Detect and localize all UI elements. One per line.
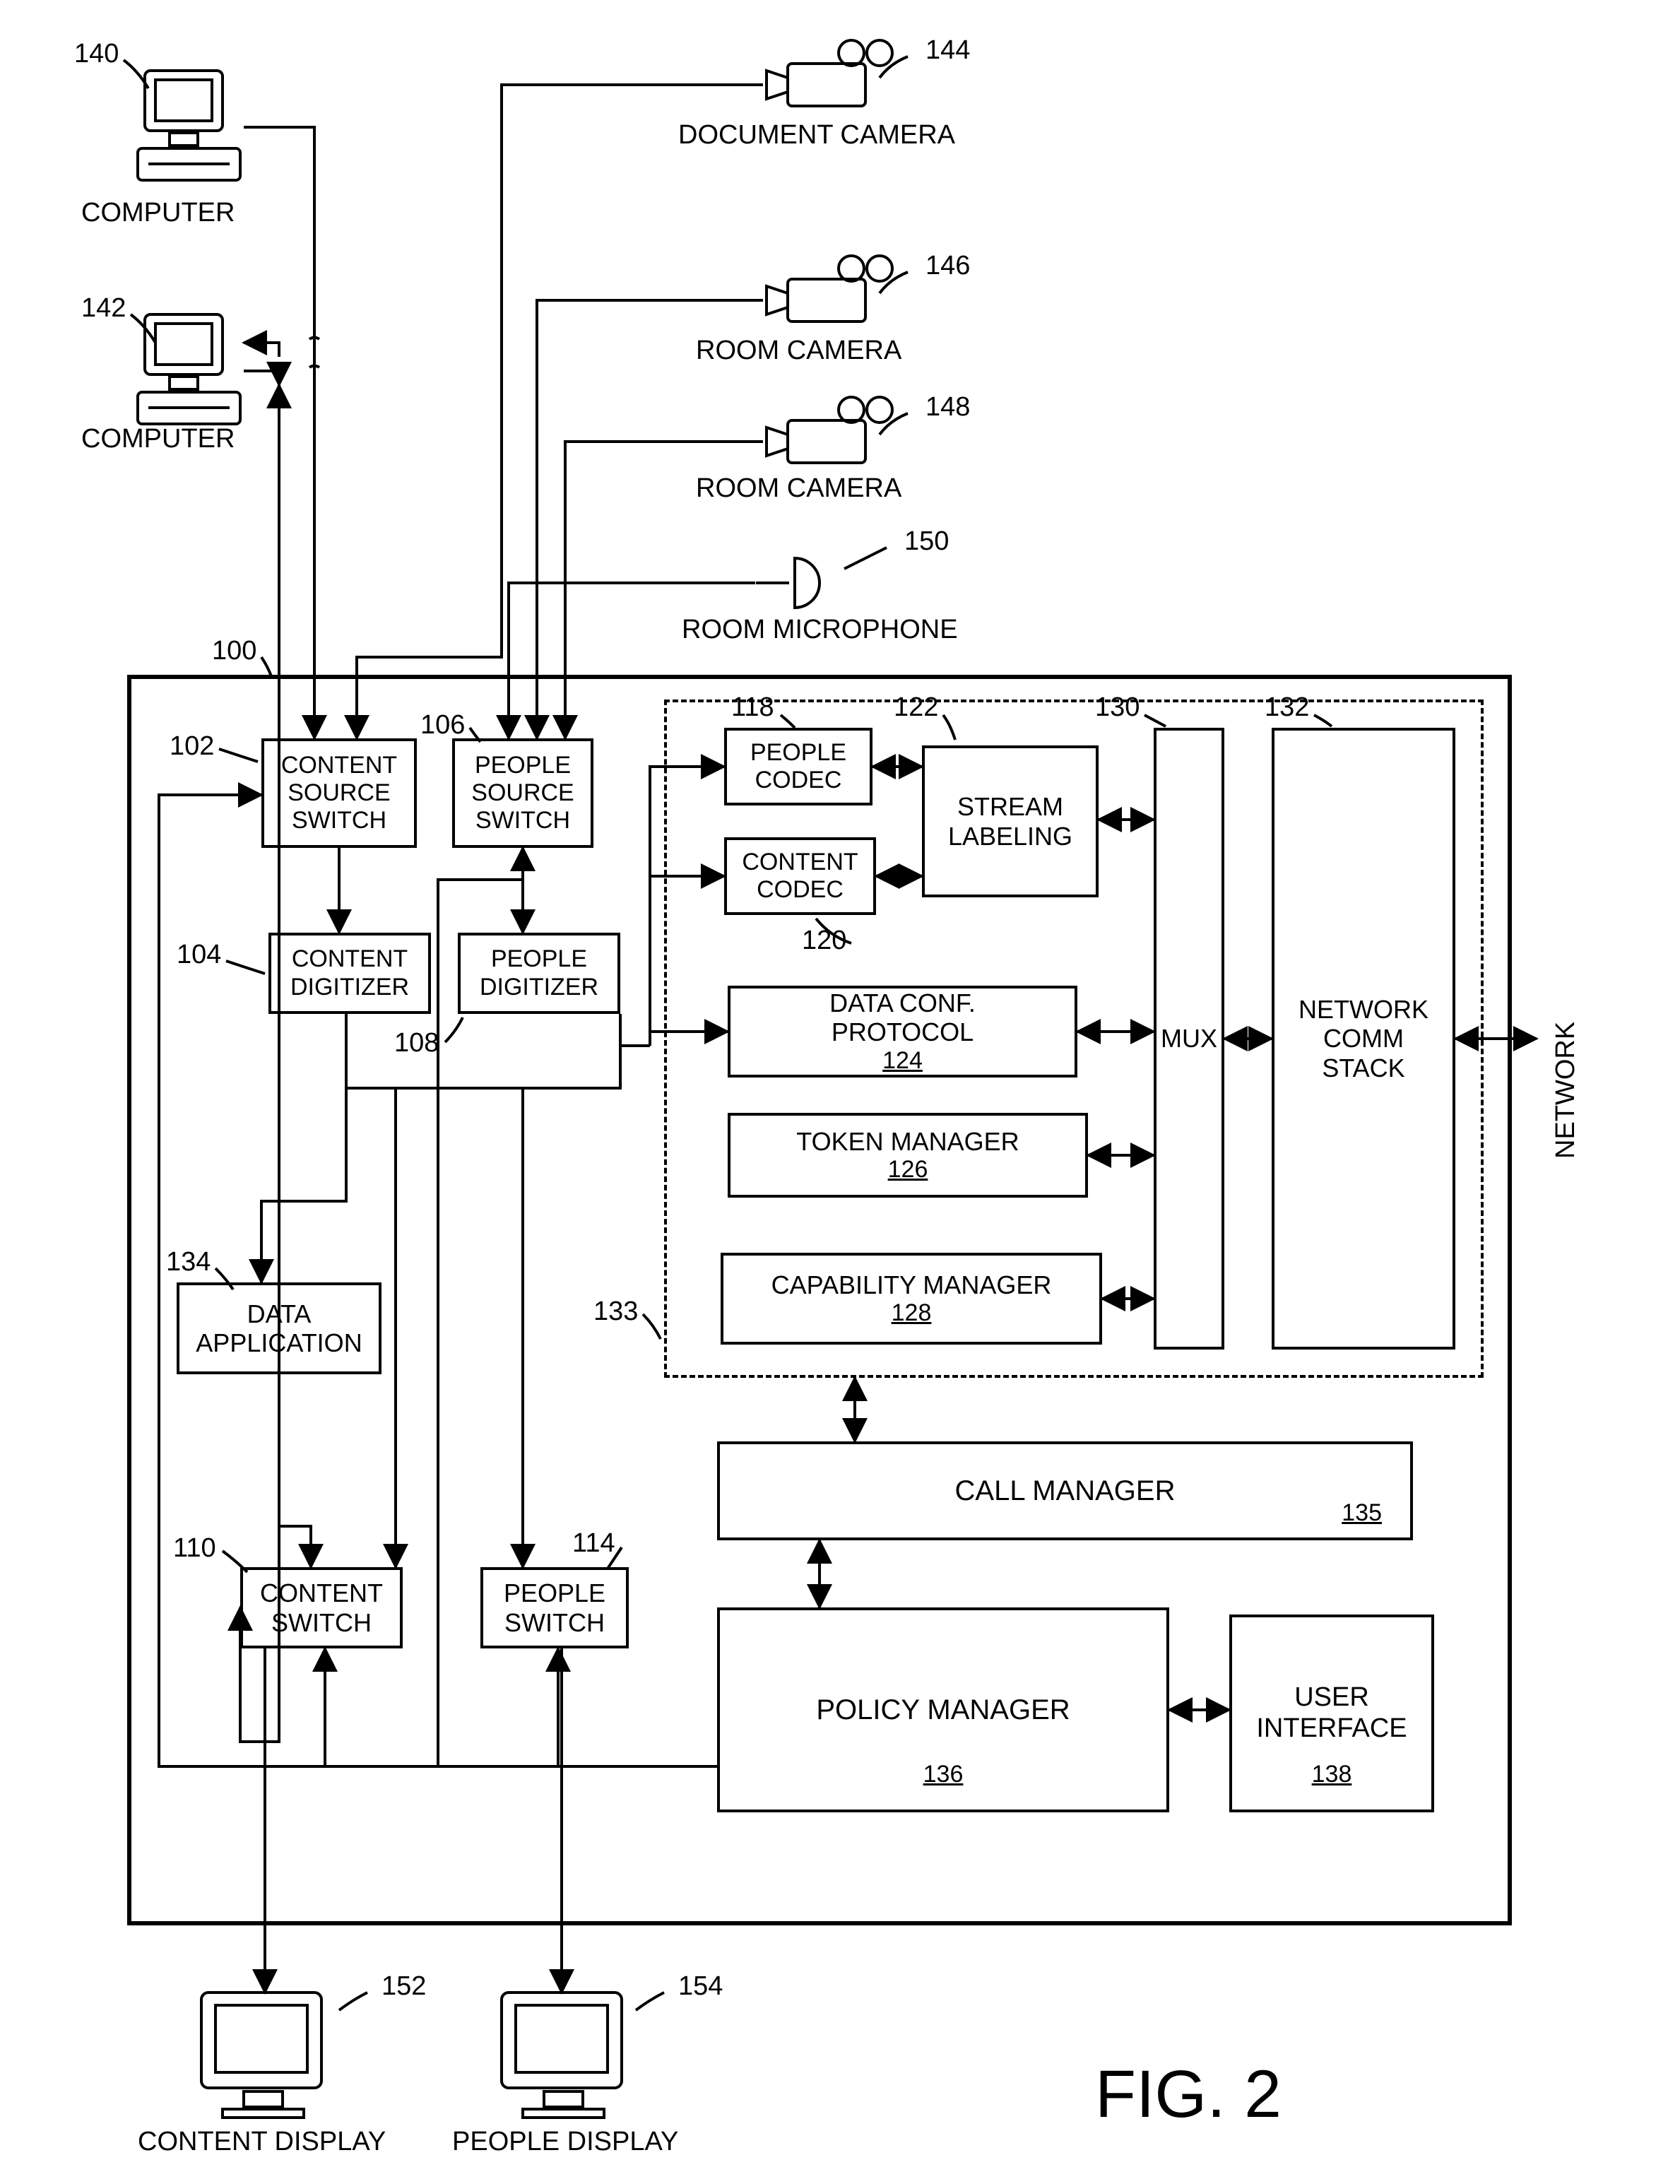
ref-152: 152 — [381, 1971, 426, 2002]
box-label: CALL MANAGER — [955, 1475, 1176, 1507]
capability-manager: CAPABILITY MANAGER 128 — [721, 1253, 1102, 1345]
ref-134: 134 — [166, 1247, 211, 1277]
mic-icon — [756, 558, 820, 608]
diagram-stage: CONTENTSOURCESWITCH PEOPLESOURCESWITCH C… — [0, 0, 1680, 2184]
box-label: TOKEN MANAGER — [796, 1127, 1019, 1156]
ref-118: 118 — [731, 692, 774, 723]
user-interface: USERINTERFACE 138 — [1229, 1615, 1434, 1812]
policy-manager: POLICY MANAGER 136 — [717, 1607, 1169, 1812]
label-doc-camera: DOCUMENT CAMERA — [678, 120, 955, 150]
mux: MUX — [1154, 728, 1224, 1350]
people-display-icon — [502, 1993, 622, 2118]
computer-icon-1 — [138, 71, 240, 180]
ref-130: 130 — [1095, 692, 1140, 723]
box-label: PEOPLESOURCESWITCH — [471, 752, 574, 834]
ref-138u: 138 — [1312, 1761, 1352, 1788]
people-codec: PEOPLECODEC — [724, 728, 872, 805]
label-computer-2: COMPUTER — [81, 424, 235, 454]
ref-120: 120 — [802, 926, 846, 956]
ref-148: 148 — [925, 392, 970, 423]
data-conf-protocol: DATA CONF.PROTOCOL 124 — [728, 986, 1077, 1078]
people-source-switch: PEOPLESOURCESWITCH — [452, 738, 593, 848]
computer-icon-2 — [138, 314, 240, 424]
ref-100: 100 — [212, 636, 256, 666]
box-label: PEOPLESWITCH — [504, 1578, 605, 1637]
label-room-camera-2: ROOM CAMERA — [696, 473, 901, 504]
box-label: STREAMLABELING — [948, 792, 1072, 851]
network-comm-stack: NETWORKCOMMSTACK — [1272, 728, 1455, 1350]
ref-136u: 136 — [923, 1761, 964, 1788]
room-camera-icon-1 — [767, 256, 892, 321]
ref-154: 154 — [678, 1971, 723, 2002]
people-switch: PEOPLESWITCH — [480, 1567, 629, 1648]
box-label: DATAAPPLICATION — [196, 1299, 362, 1358]
doc-camera-icon — [767, 40, 892, 106]
ref-106: 106 — [420, 710, 465, 740]
ref-110: 110 — [173, 1533, 216, 1564]
box-label: USERINTERFACE — [1256, 1682, 1407, 1744]
ref-142: 142 — [81, 293, 126, 324]
token-manager: TOKEN MANAGER 126 — [728, 1113, 1088, 1198]
box-label: CONTENTCODEC — [742, 849, 858, 904]
ref-146: 146 — [925, 251, 970, 281]
ref-108: 108 — [394, 1028, 439, 1058]
content-display-icon — [201, 1993, 321, 2118]
box-label: PEOPLECODEC — [750, 739, 846, 794]
ref-140: 140 — [74, 39, 119, 69]
ref-128u: 128 — [892, 1299, 932, 1327]
box-label: PEOPLEDIGITIZER — [480, 945, 598, 1000]
box-label: CONTENTSWITCH — [260, 1578, 383, 1637]
label-room-camera-1: ROOM CAMERA — [696, 336, 901, 366]
label-room-mic: ROOM MICROPHONE — [682, 615, 958, 645]
people-digitizer: PEOPLEDIGITIZER — [458, 933, 620, 1014]
room-camera-icon-2 — [767, 397, 892, 463]
box-label: NETWORKCOMMSTACK — [1299, 995, 1428, 1082]
ref-104: 104 — [177, 940, 221, 970]
content-digitizer: CONTENTDIGITIZER — [268, 933, 431, 1014]
label-people-display: PEOPLE DISPLAY — [452, 2127, 678, 2157]
call-manager: CALL MANAGER 135 — [717, 1441, 1413, 1540]
box-label: CAPABILITY MANAGER — [771, 1270, 1052, 1299]
label-computer-1: COMPUTER — [81, 198, 235, 228]
box-label: CONTENTDIGITIZER — [290, 945, 409, 1000]
fig-label: FIG. 2 — [1095, 2056, 1282, 2133]
label-network: NETWORK — [1551, 1022, 1581, 1159]
ref-124u: 124 — [882, 1047, 923, 1075]
ref-135u: 135 — [1342, 1499, 1382, 1527]
content-codec: CONTENTCODEC — [724, 837, 876, 915]
content-source-switch: CONTENTSOURCESWITCH — [261, 738, 417, 848]
ref-102: 102 — [170, 731, 214, 762]
stream-labeling: STREAMLABELING — [922, 745, 1099, 897]
box-label: CONTENTSOURCESWITCH — [281, 752, 397, 834]
label-content-display: CONTENT DISPLAY — [138, 2127, 386, 2157]
box-label: DATA CONF.PROTOCOL — [829, 988, 976, 1047]
ref-126u: 126 — [888, 1156, 928, 1184]
content-switch: CONTENTSWITCH — [240, 1567, 403, 1648]
ref-150: 150 — [904, 526, 949, 557]
ref-122: 122 — [894, 692, 938, 723]
box-label: MUX — [1161, 1024, 1217, 1053]
data-application: DATAAPPLICATION — [177, 1282, 381, 1374]
ref-144: 144 — [925, 35, 970, 66]
ref-132: 132 — [1265, 692, 1309, 723]
ref-114: 114 — [572, 1528, 615, 1559]
ref-133: 133 — [593, 1297, 638, 1327]
box-label: POLICY MANAGER — [816, 1694, 1070, 1726]
